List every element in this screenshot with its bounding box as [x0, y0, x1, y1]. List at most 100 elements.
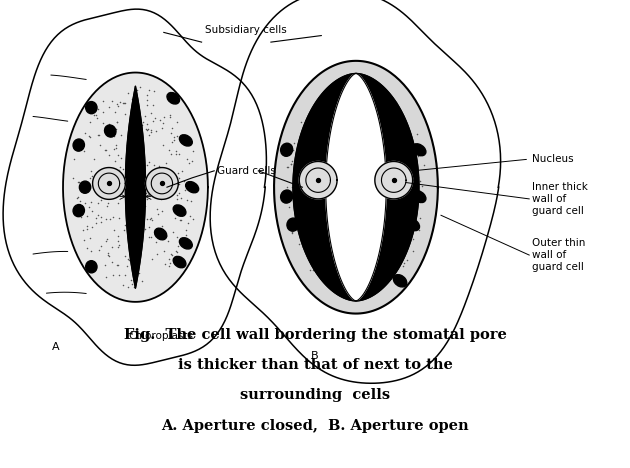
- Point: [331, 218, 341, 225]
- Point: [395, 239, 405, 247]
- Point: [387, 115, 397, 123]
- Point: [362, 169, 372, 176]
- Point: [419, 161, 429, 169]
- Point: [142, 102, 152, 109]
- Point: [361, 258, 371, 265]
- Point: [297, 170, 307, 177]
- Point: [353, 278, 363, 286]
- Point: [132, 195, 142, 202]
- Point: [134, 269, 144, 277]
- Point: [312, 242, 322, 250]
- Point: [287, 157, 297, 164]
- Point: [379, 224, 389, 232]
- Ellipse shape: [186, 182, 198, 193]
- Point: [149, 185, 159, 192]
- Ellipse shape: [387, 247, 401, 259]
- Point: [93, 199, 103, 207]
- Point: [127, 245, 137, 252]
- Point: [383, 101, 393, 109]
- Point: [145, 216, 155, 223]
- Point: [140, 225, 150, 233]
- Point: [402, 123, 412, 131]
- Point: [120, 271, 130, 279]
- Point: [318, 273, 328, 281]
- Point: [378, 275, 388, 283]
- Point: [371, 274, 381, 282]
- Point: [142, 195, 152, 203]
- Point: [324, 214, 335, 222]
- Point: [286, 161, 296, 168]
- Point: [335, 158, 345, 165]
- Point: [301, 130, 311, 137]
- Point: [403, 141, 413, 148]
- Point: [175, 180, 185, 187]
- Point: [379, 150, 389, 158]
- Point: [323, 88, 333, 95]
- Point: [389, 124, 399, 132]
- Point: [381, 250, 391, 258]
- Point: [146, 109, 156, 117]
- Point: [159, 169, 169, 176]
- Point: [77, 208, 88, 216]
- Point: [360, 251, 370, 259]
- Point: [127, 229, 137, 236]
- Point: [337, 162, 347, 169]
- Ellipse shape: [287, 218, 299, 231]
- Point: [326, 191, 336, 198]
- Point: [339, 86, 349, 94]
- Point: [148, 102, 158, 109]
- Point: [383, 214, 393, 222]
- Point: [166, 150, 176, 158]
- Point: [188, 215, 198, 223]
- Point: [84, 203, 94, 211]
- Ellipse shape: [105, 125, 116, 137]
- Point: [396, 153, 406, 160]
- Point: [101, 235, 112, 243]
- Point: [315, 190, 325, 197]
- Point: [406, 142, 416, 150]
- Point: [113, 233, 123, 240]
- Point: [346, 213, 357, 221]
- Point: [383, 100, 393, 108]
- Point: [104, 103, 114, 110]
- Point: [109, 132, 119, 140]
- Point: [392, 120, 403, 127]
- Point: [360, 264, 370, 272]
- Point: [388, 183, 398, 190]
- Point: [318, 123, 328, 131]
- Point: [384, 193, 394, 200]
- Point: [315, 125, 325, 133]
- Point: [142, 96, 152, 103]
- Point: [372, 119, 382, 126]
- Polygon shape: [356, 73, 419, 301]
- Point: [375, 125, 386, 133]
- Point: [287, 183, 297, 191]
- Point: [335, 95, 345, 102]
- Point: [185, 185, 195, 193]
- Point: [396, 226, 406, 234]
- Point: [113, 188, 123, 196]
- Point: [317, 182, 327, 189]
- Point: [158, 119, 168, 126]
- Point: [102, 203, 112, 210]
- Point: [86, 248, 96, 255]
- Point: [93, 105, 103, 113]
- Point: [98, 97, 108, 105]
- Point: [304, 114, 314, 122]
- Point: [82, 225, 92, 233]
- Point: [306, 266, 316, 273]
- Point: [301, 160, 311, 168]
- Ellipse shape: [86, 102, 97, 114]
- Point: [144, 233, 154, 241]
- Point: [94, 131, 104, 139]
- Point: [304, 238, 314, 246]
- Point: [297, 231, 307, 239]
- Point: [93, 212, 103, 219]
- Point: [336, 244, 346, 252]
- Point: [328, 199, 338, 207]
- Point: [79, 147, 89, 155]
- Point: [407, 177, 417, 184]
- Point: [136, 233, 146, 241]
- Point: [339, 181, 349, 188]
- Point: [311, 182, 321, 189]
